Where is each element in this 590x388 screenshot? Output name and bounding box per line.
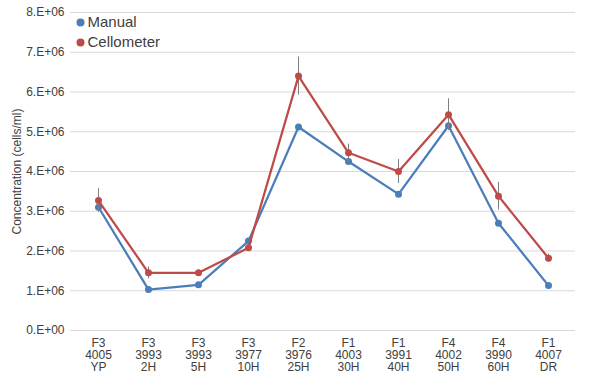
svg-text:3.E+06: 3.E+06: [26, 204, 65, 218]
svg-text:4.E+06: 4.E+06: [26, 164, 65, 178]
svg-text:6.E+06: 6.E+06: [26, 85, 65, 99]
svg-text:F339932H: F339932H: [135, 336, 162, 374]
svg-text:Concentration (cells/ml): Concentration (cells/ml): [10, 108, 24, 234]
svg-text:F34005YP: F34005YP: [85, 336, 112, 374]
svg-text:F3397710H: F3397710H: [235, 336, 262, 374]
svg-text:F4399060H: F4399060H: [485, 336, 512, 374]
svg-text:2.E+06: 2.E+06: [26, 244, 65, 258]
svg-text:8.E+06: 8.E+06: [26, 5, 65, 19]
svg-text:0.E+00: 0.E+00: [26, 323, 65, 337]
svg-text:F14007DR: F14007DR: [535, 336, 562, 374]
svg-text:F1400330H: F1400330H: [335, 336, 362, 374]
svg-text:F2397625H: F2397625H: [285, 336, 312, 374]
svg-text:Manual: Manual: [88, 13, 137, 30]
svg-text:Cellometer: Cellometer: [88, 33, 161, 50]
svg-text:7.E+06: 7.E+06: [26, 45, 65, 59]
svg-text:F339935H: F339935H: [185, 336, 212, 374]
svg-text:F4400250H: F4400250H: [435, 336, 462, 374]
svg-text:1.E+06: 1.E+06: [26, 284, 65, 298]
svg-text:5.E+06: 5.E+06: [26, 125, 65, 139]
svg-text:F1399140H: F1399140H: [385, 336, 412, 374]
